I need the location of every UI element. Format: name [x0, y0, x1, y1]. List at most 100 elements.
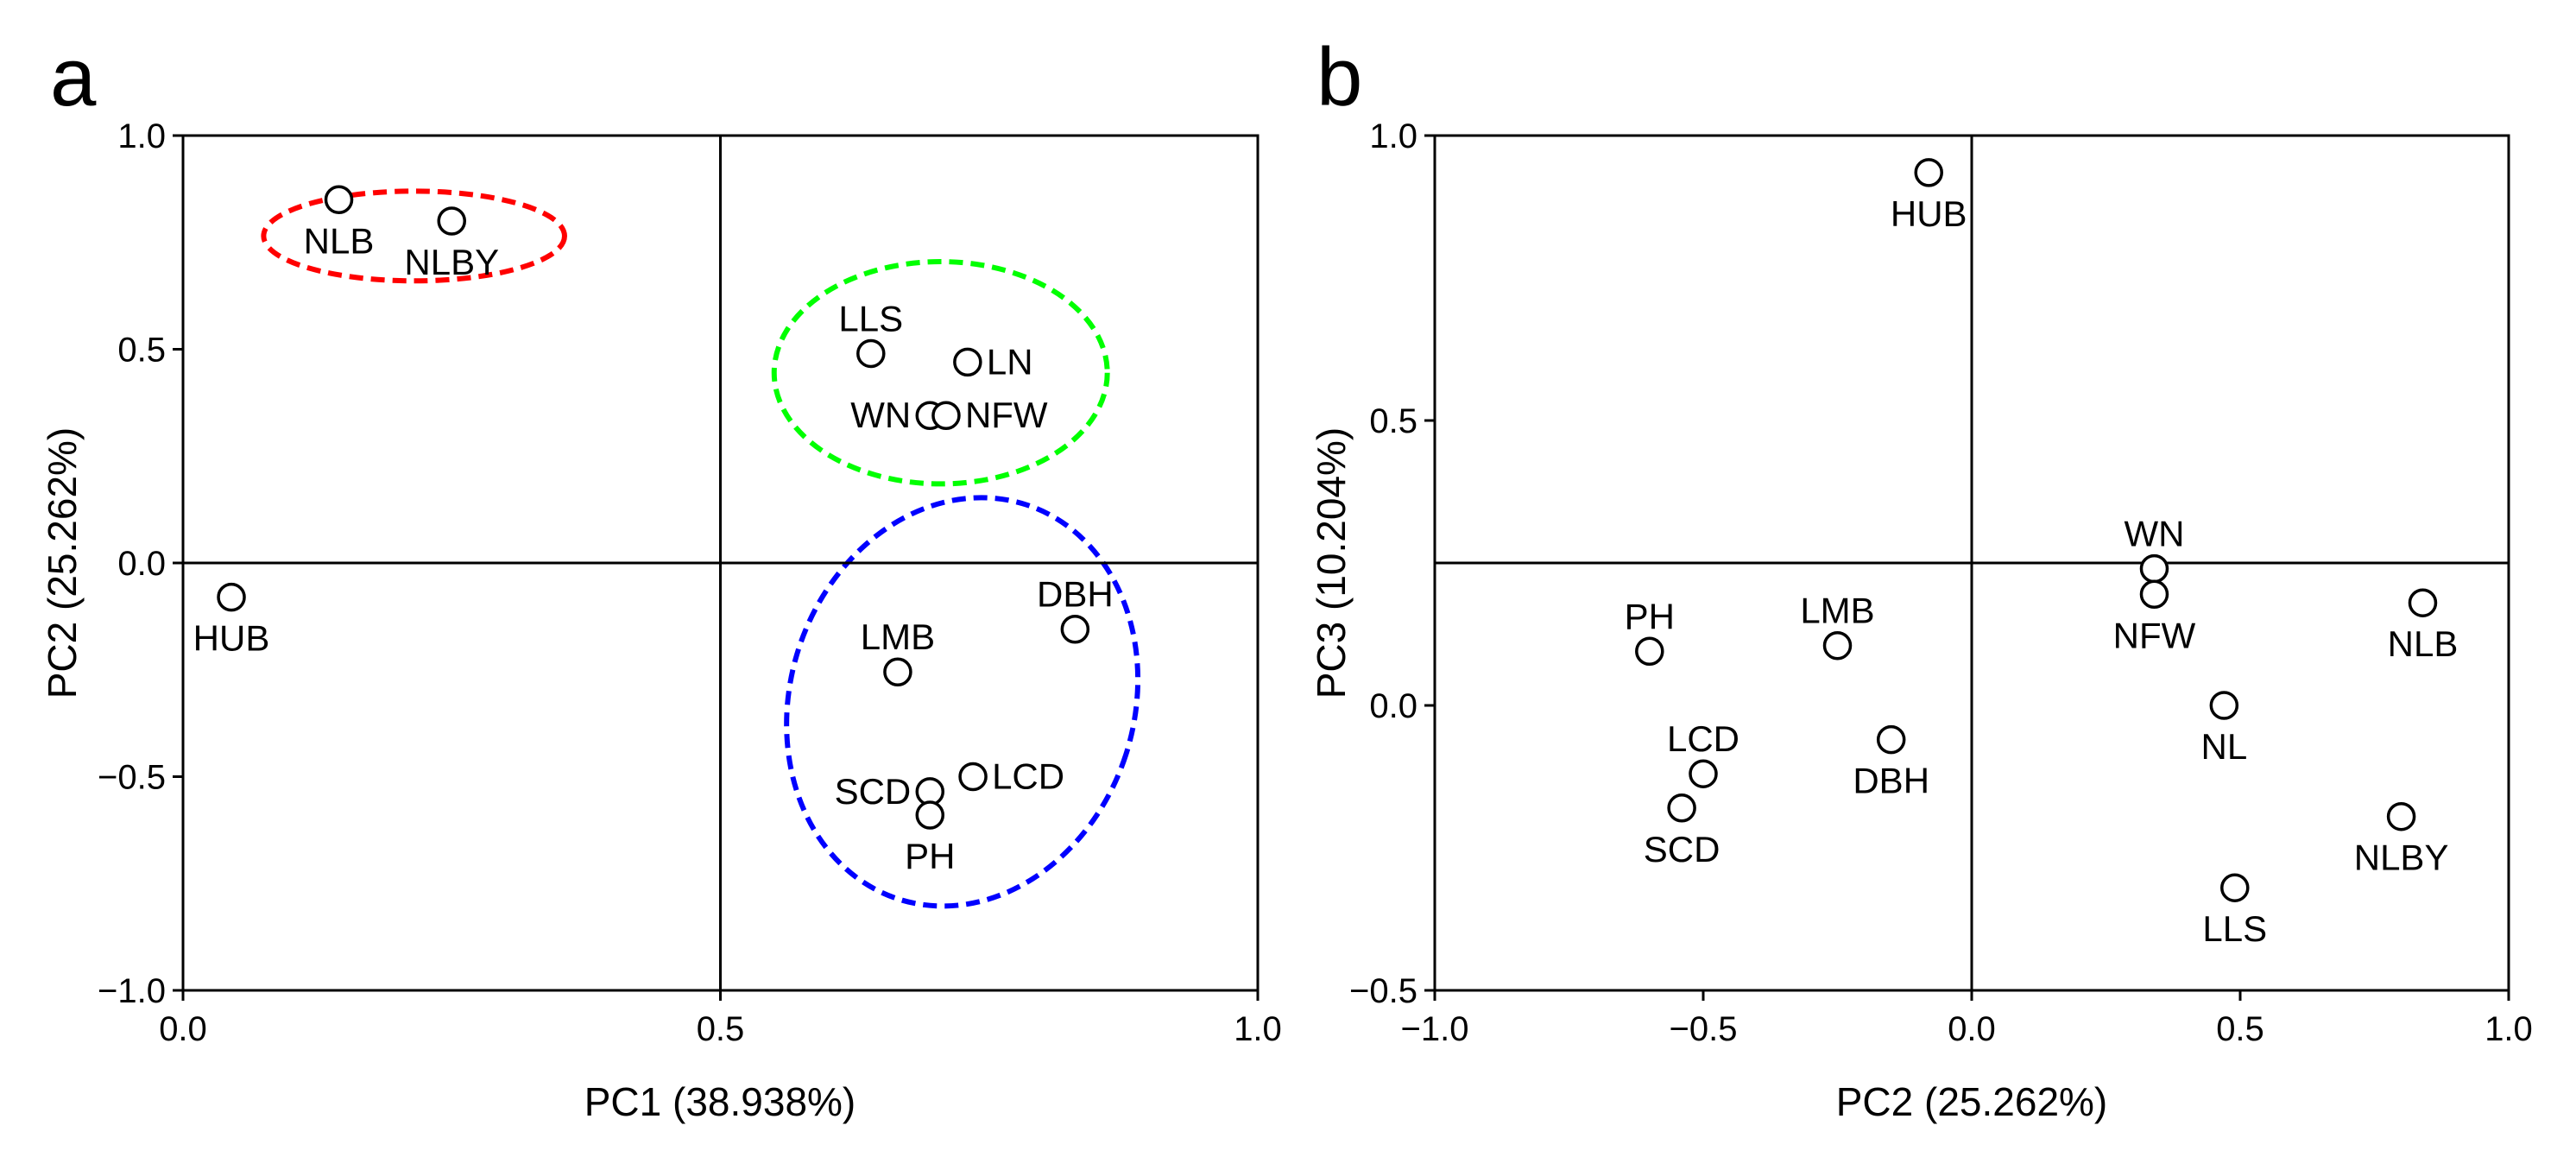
point-marker — [931, 401, 961, 430]
point-label: PH — [905, 836, 955, 876]
point-label: LCD — [992, 756, 1064, 797]
y-tick-label: 0.0 — [1369, 687, 1417, 725]
point-label: LLS — [2202, 908, 2267, 949]
x-tick-label: 1.0 — [2484, 1010, 2533, 1048]
axis-ticks: 0.0 0.5 1.0 1.0 0.5 0.0 −0.5 −1.0 — [98, 117, 1282, 1048]
point-marker — [953, 347, 982, 377]
y-tick-label: −1.0 — [98, 972, 166, 1010]
point-marker — [1822, 630, 1853, 661]
x-tick-label: −0.5 — [1670, 1010, 1738, 1048]
point-marker — [2139, 553, 2169, 584]
data-point: PH — [1625, 596, 1675, 667]
y-tick-label: 1.0 — [117, 117, 166, 155]
x-tick-label: 0.5 — [697, 1010, 745, 1048]
x-axis-title: PC2 (25.262%) — [1836, 1079, 2108, 1124]
point-label: NL — [2200, 726, 2247, 767]
point-label: SCD — [835, 771, 912, 812]
data-points: HUB WN NFW NLB PH LMB NL LCD DBH SCD NLBY LLS — [1625, 158, 2459, 949]
data-point: NFW — [2113, 579, 2196, 655]
y-axis-title: PC2 (25.262%) — [40, 427, 85, 699]
point-label: NLBY — [2354, 838, 2449, 878]
group-ellipse — [784, 495, 1141, 909]
point-label: LN — [987, 341, 1033, 382]
data-point: HUB — [1891, 158, 1967, 234]
group-ellipses — [261, 188, 1141, 909]
point-label: HUB — [193, 618, 270, 659]
point-marker — [437, 206, 466, 236]
point-marker — [217, 582, 246, 612]
group-ellipse — [771, 259, 1110, 487]
x-axis-title: PC1 (38.938%) — [584, 1079, 856, 1124]
point-label: WN — [2124, 514, 2184, 554]
x-tick-label: 0.0 — [159, 1010, 207, 1048]
panel-letter-b: b — [1316, 31, 1362, 123]
data-point: NFW — [931, 395, 1048, 435]
point-marker — [1635, 636, 1664, 667]
point-label: NLB — [2388, 623, 2459, 664]
point-marker — [2386, 801, 2416, 831]
data-point: NLBY — [404, 206, 499, 282]
point-label: DBH — [1037, 574, 1114, 615]
y-axis-title: PC3 (10.204%) — [1309, 427, 1354, 699]
y-tick-label: −0.5 — [1349, 972, 1417, 1010]
data-point: NLB — [304, 185, 375, 261]
point-marker — [1060, 614, 1090, 644]
point-marker — [2220, 873, 2250, 902]
data-point: NL — [2200, 691, 2247, 767]
data-point: DBH — [1853, 724, 1929, 801]
y-tick-label: 0.0 — [117, 545, 166, 583]
data-point: PH — [905, 800, 955, 876]
point-marker — [2139, 579, 2169, 610]
y-tick-label: 0.5 — [117, 332, 166, 370]
group-ellipse — [261, 188, 567, 284]
y-tick-label: 1.0 — [1369, 117, 1417, 155]
point-marker — [883, 657, 912, 686]
point-label: WN — [850, 395, 911, 435]
x-tick-label: 0.5 — [2216, 1010, 2264, 1048]
x-tick-label: 1.0 — [1234, 1010, 1282, 1048]
point-label: SCD — [1644, 829, 1720, 869]
point-label: NLB — [304, 220, 375, 261]
data-point: SCD — [1644, 793, 1720, 869]
point-marker — [856, 338, 886, 369]
data-point: WN — [2124, 514, 2184, 584]
point-marker — [2209, 691, 2239, 720]
data-point: WN — [850, 395, 945, 435]
point-label: DBH — [1853, 761, 1929, 801]
point-label: NFW — [965, 395, 1048, 435]
data-point: HUB — [193, 582, 270, 659]
point-label: LCD — [1667, 718, 1739, 759]
data-point: LCD — [958, 756, 1064, 797]
point-marker — [958, 762, 988, 792]
x-tick-label: −1.0 — [1401, 1010, 1469, 1048]
point-marker — [1876, 724, 1906, 755]
panel-letter-a: a — [50, 31, 97, 123]
point-marker — [1667, 793, 1696, 823]
point-marker — [2408, 588, 2438, 617]
data-point: LLS — [838, 298, 903, 369]
axis-ticks: −1.0 −0.5 0.0 0.5 1.01.00.50.0−0.5 — [1349, 117, 2533, 1048]
point-label: LMB — [1800, 591, 1874, 631]
pca-plot-a: 0.0 0.5 1.0 1.0 0.5 0.0 −0.5 −1.0 NLB NLBY LLS LN W… — [40, 117, 1282, 1124]
point-label: NLBY — [404, 242, 499, 282]
data-point: LCD — [1667, 718, 1739, 788]
data-point: DBH — [1037, 574, 1114, 644]
point-marker — [1914, 158, 1943, 187]
x-tick-label: 0.0 — [1948, 1010, 1996, 1048]
y-tick-label: 0.5 — [1369, 402, 1417, 440]
reference-lines — [1435, 136, 2509, 990]
point-label: LLS — [838, 298, 903, 338]
data-point: LN — [953, 341, 1033, 382]
point-label: LMB — [861, 616, 935, 657]
reference-lines — [183, 136, 1258, 990]
data-point: LMB — [1800, 591, 1875, 661]
data-point: LMB — [861, 616, 935, 686]
point-marker — [915, 800, 945, 830]
data-points: NLB NLBY LLS LN WN NFW HUB DBH LMB LCD SCD PH — [193, 185, 1114, 876]
point-label: NFW — [2113, 615, 2196, 655]
y-tick-label: −0.5 — [98, 759, 166, 797]
point-label: PH — [1625, 596, 1675, 636]
point-marker — [324, 185, 354, 214]
